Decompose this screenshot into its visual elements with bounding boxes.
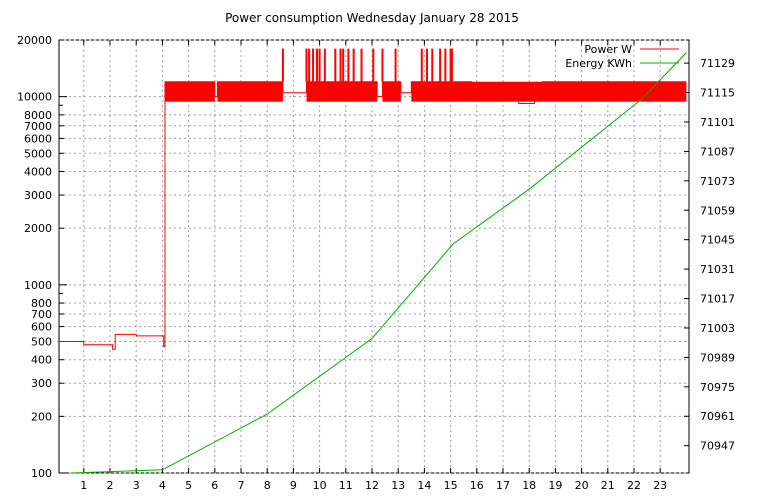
x-tick-label: 8 bbox=[264, 479, 271, 492]
y-right-tick-label: 71059 bbox=[700, 204, 735, 217]
y-right-tick-label: 71115 bbox=[700, 87, 735, 100]
x-tick-label: 21 bbox=[601, 479, 615, 492]
grid bbox=[59, 39, 689, 474]
x-tick-label: 3 bbox=[133, 479, 140, 492]
y-right-tick-label: 71003 bbox=[700, 322, 735, 335]
y-left-tick-label: 8000 bbox=[24, 109, 52, 122]
y-right-tick-label: 70975 bbox=[700, 381, 735, 394]
y-right-tick-label: 70947 bbox=[700, 440, 735, 453]
y-left-tick-label: 600 bbox=[31, 321, 52, 334]
y-left-tick-label: 300 bbox=[31, 377, 52, 390]
power-series bbox=[57, 48, 687, 350]
x-tick-label: 2 bbox=[107, 479, 114, 492]
y-left-tick-label: 800 bbox=[31, 297, 52, 310]
y-right-tick-label: 71017 bbox=[700, 293, 735, 306]
y-left-tick-label: 6000 bbox=[24, 132, 52, 145]
y-right-tick-label: 71031 bbox=[700, 263, 735, 276]
power-band bbox=[306, 81, 378, 102]
legend-label-energy: Energy KWh bbox=[565, 57, 632, 70]
energy-line bbox=[70, 52, 687, 474]
y-left-tick-label: 7000 bbox=[24, 120, 52, 133]
y-left-tick-label: 20000 bbox=[17, 34, 52, 47]
y-right-tick-label: 71045 bbox=[700, 234, 735, 247]
x-tick-label: 10 bbox=[313, 479, 327, 492]
x-tick-label: 19 bbox=[548, 479, 562, 492]
y-axis-right: 70947 70961 70975 70989 71003 71017 71031 71045… bbox=[684, 57, 735, 453]
y-left-tick-label: 4000 bbox=[24, 166, 52, 179]
x-tick-label: 11 bbox=[339, 479, 353, 492]
plot-frame bbox=[58, 39, 690, 474]
y-left-tick-label: 3000 bbox=[24, 189, 52, 202]
legend: Power W Energy KWh bbox=[565, 43, 679, 70]
chart-title: Power consumption Wednesday January 28 2… bbox=[225, 11, 519, 25]
y-right-tick-label: 70961 bbox=[700, 410, 735, 423]
power-band bbox=[382, 81, 401, 102]
x-axis: 1 2 3 4 5 6 7 8 9 10 11 12 13 14 15 16 17 18 19 20 21 22 23 bbox=[80, 40, 667, 492]
x-tick-label: 4 bbox=[159, 479, 166, 492]
y-right-tick-label: 71101 bbox=[700, 116, 735, 129]
x-tick-label: 22 bbox=[627, 479, 641, 492]
x-tick-label: 15 bbox=[444, 479, 458, 492]
x-tick-label: 5 bbox=[185, 479, 192, 492]
y-left-tick-label: 2000 bbox=[24, 222, 52, 235]
y-right-tick-label: 70989 bbox=[700, 351, 735, 364]
y-left-tick-label: 10000 bbox=[17, 91, 52, 104]
y-left-tick-label: 700 bbox=[31, 308, 52, 321]
y-left-tick-label: 500 bbox=[31, 335, 52, 348]
x-tick-label: 23 bbox=[653, 479, 667, 492]
power-band bbox=[165, 81, 215, 102]
x-tick-label: 18 bbox=[522, 479, 536, 492]
y-left-tick-label: 1000 bbox=[24, 279, 52, 292]
power-band bbox=[411, 81, 687, 102]
y-right-tick-label: 71129 bbox=[700, 57, 735, 70]
x-tick-label: 16 bbox=[470, 479, 484, 492]
power-band bbox=[217, 81, 283, 102]
x-tick-label: 9 bbox=[290, 479, 297, 492]
power-line bbox=[57, 81, 687, 350]
x-tick-label: 6 bbox=[211, 479, 218, 492]
y-right-tick-label: 71087 bbox=[700, 145, 735, 158]
y-left-tick-label: 100 bbox=[31, 467, 52, 480]
energy-series bbox=[70, 52, 687, 474]
y-left-tick-label: 5000 bbox=[24, 147, 52, 160]
y-right-tick-label: 71073 bbox=[700, 175, 735, 188]
x-tick-label: 17 bbox=[496, 479, 510, 492]
x-tick-label: 20 bbox=[575, 479, 589, 492]
x-tick-label: 7 bbox=[238, 479, 245, 492]
x-tick-label: 14 bbox=[417, 479, 431, 492]
x-tick-label: 1 bbox=[80, 479, 87, 492]
legend-label-power: Power W bbox=[584, 43, 632, 56]
x-tick-label: 12 bbox=[365, 479, 379, 492]
y-left-tick-label: 200 bbox=[31, 410, 52, 423]
x-tick-label: 13 bbox=[391, 479, 405, 492]
y-left-tick-label: 400 bbox=[31, 354, 52, 367]
